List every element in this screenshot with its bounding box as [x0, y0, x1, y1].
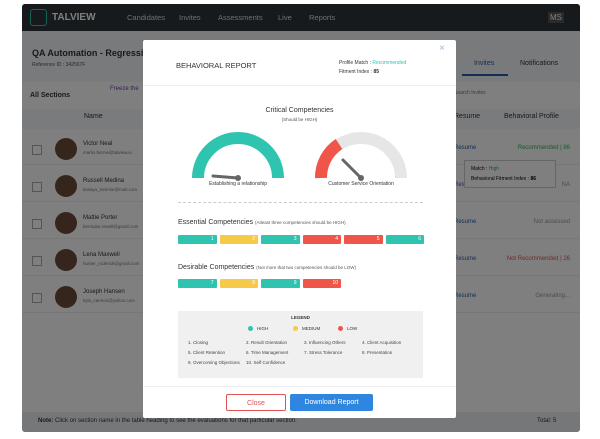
- competency-bar: 5: [344, 235, 383, 244]
- section-title: Essential Competencies (Atleast three co…: [178, 219, 346, 226]
- legend-box: LEGEND HIGH MEDIUM LOW 1. Closing 2. Result…: [178, 311, 423, 378]
- legend-item: 1. Closing: [188, 340, 209, 345]
- divider: [143, 386, 456, 387]
- gauge-hub: [358, 175, 364, 181]
- legend-item: 2. Result Orientation: [246, 340, 288, 345]
- competency-bar: 3: [261, 235, 300, 244]
- profile-match: Profile Match : Recommended: [339, 60, 406, 66]
- value: 85: [373, 69, 380, 75]
- section-note: (Should be HIGH): [281, 117, 318, 122]
- gauge-label: Customer Service Orientation: [328, 181, 394, 187]
- title: Essential Competencies: [178, 219, 254, 226]
- label: Profile Match :: [339, 60, 371, 66]
- fitment-index: Fitment Index : 85: [339, 69, 379, 75]
- note: (Atleast three competencies should be HI…: [255, 220, 346, 225]
- close-icon[interactable]: ×: [439, 43, 445, 54]
- competency-bar: 4: [302, 235, 341, 244]
- competency-bar: 2: [219, 235, 258, 244]
- legend-title: LEGEND: [291, 315, 310, 320]
- legend-dot: [293, 326, 298, 331]
- gauges: [192, 132, 407, 181]
- dashed-divider: [178, 202, 423, 203]
- legend-item: 10. Self Confidence: [246, 360, 286, 365]
- competency-bar: 6: [385, 235, 424, 244]
- gauge-label: Establishing a relationship: [208, 181, 268, 187]
- gauge-needle: [341, 158, 363, 180]
- legend-item: 7. Stress Tolerance: [304, 350, 343, 355]
- value: Recommended: [372, 60, 407, 66]
- legend-dot: [248, 326, 253, 331]
- gauge-needle: [211, 174, 240, 180]
- report-modal: BEHAVIORAL REPORT Profile Match : Recomm…: [143, 40, 456, 418]
- gauge-arc: [192, 132, 284, 179]
- gauge-hub: [235, 175, 241, 181]
- title: Desirable Competencies: [178, 264, 255, 271]
- legend-item: 4. Client Acquisition: [362, 340, 402, 345]
- section-title: Desirable Competencies (Not more that tw…: [178, 264, 356, 271]
- legend-item: 5. Client Retention: [188, 350, 226, 355]
- competency-bar: 7: [178, 279, 217, 288]
- legend-item: 8. Presentation: [362, 350, 393, 355]
- competency-bar: 10: [302, 279, 341, 288]
- legend-item: 6. Time Management: [246, 350, 289, 355]
- competency-bar: 9: [261, 279, 300, 288]
- legend-level: MEDIUM: [302, 326, 321, 331]
- gauge-fill: [315, 138, 343, 179]
- legend-item: 9. Overcoming Objections: [188, 360, 240, 365]
- label: Fitment Index :: [339, 69, 373, 75]
- divider: [143, 85, 456, 86]
- competency-bar: 8: [219, 279, 258, 288]
- note: (Not more that two competencies should b…: [256, 265, 357, 270]
- competency-bar: 1: [178, 235, 217, 244]
- legend-level: HIGH: [257, 326, 269, 331]
- legend-item: 3. Influencing Others: [304, 340, 346, 345]
- download-button[interactable]: Download Report: [290, 394, 373, 411]
- close-button[interactable]: Close: [226, 394, 286, 411]
- modal-title: BEHAVIORAL REPORT: [176, 61, 257, 70]
- legend-dot: [338, 326, 343, 331]
- section-title: Critical Competencies: [265, 107, 334, 114]
- legend-level: LOW: [347, 326, 358, 331]
